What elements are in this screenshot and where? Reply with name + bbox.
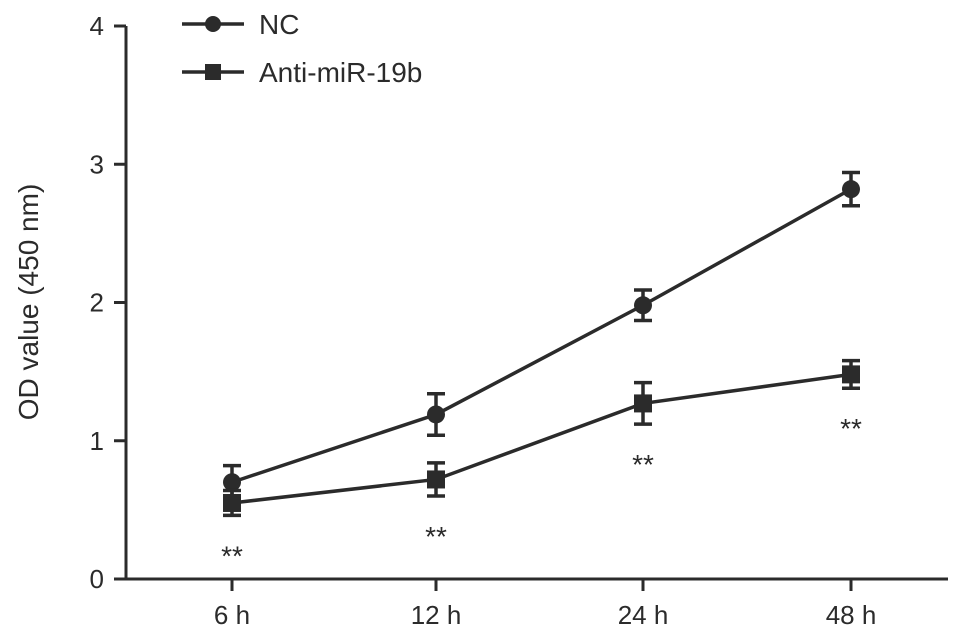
- y-tick-label: 3: [90, 149, 104, 179]
- x-tick-label: 24 h: [618, 600, 669, 630]
- y-tick-label: 2: [90, 288, 104, 318]
- legend-item-nc: NC: [182, 9, 299, 40]
- series-line-anti-mir-19b: [231, 372, 852, 505]
- x-tick-label: 48 h: [826, 600, 877, 630]
- y-axis-title: OD value (450 nm): [13, 184, 44, 421]
- significance-marker: **: [221, 540, 243, 571]
- data-point-square: [223, 493, 241, 512]
- legend-circle-icon: [205, 16, 221, 32]
- data-point-square: [634, 394, 652, 413]
- y-tick-label: 1: [90, 426, 104, 456]
- data-point-square: [427, 470, 445, 489]
- significance-marker: **: [425, 521, 447, 552]
- data-point-circle: [634, 296, 652, 315]
- significance-marker: **: [632, 449, 654, 480]
- series-layer: [223, 170, 860, 518]
- annotation-layer: ** ** ** **: [221, 413, 862, 571]
- data-point-circle: [427, 405, 445, 424]
- significance-marker: **: [840, 413, 862, 444]
- data-point-circle: [842, 180, 860, 199]
- series-line-nc: [231, 187, 852, 484]
- y-ticks: 0 1 2 3 4: [90, 11, 126, 594]
- x-tick-label: 6 h: [214, 600, 250, 630]
- axes: [124, 26, 948, 581]
- series-nc: [223, 170, 860, 501]
- y-tick-label: 0: [90, 564, 104, 594]
- legend-label-anti-mir-19b: Anti-miR-19b: [259, 57, 422, 88]
- legend-item-anti-mir-19b: Anti-miR-19b: [182, 57, 422, 88]
- legend-square-icon: [205, 64, 221, 80]
- y-tick-label: 4: [90, 11, 104, 41]
- data-point-circle: [223, 473, 241, 492]
- legend-label-nc: NC: [259, 9, 299, 40]
- x-tick-label: 12 h: [411, 600, 462, 630]
- data-point-square: [842, 365, 860, 384]
- x-ticks: 6 h 12 h 24 h 48 h: [214, 579, 876, 630]
- legend: NC Anti-miR-19b: [182, 9, 422, 88]
- series-anti-mir-19b: [223, 358, 860, 518]
